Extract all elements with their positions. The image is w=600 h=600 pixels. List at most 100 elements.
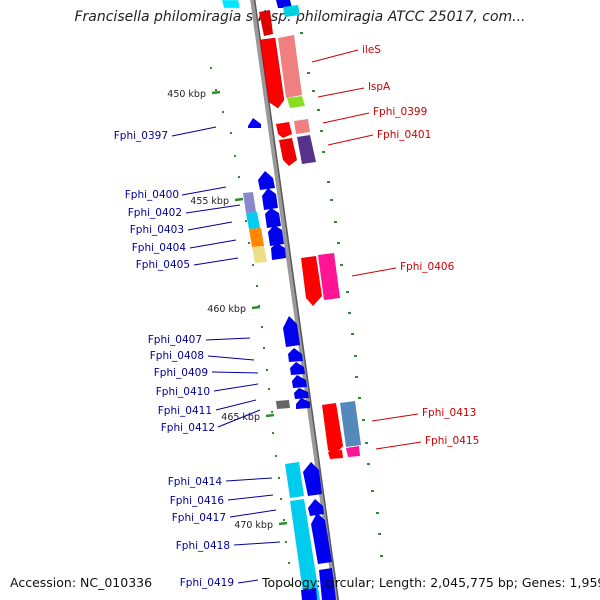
callout-line bbox=[187, 221, 233, 231]
callout-line bbox=[181, 186, 227, 196]
gene-label-Fphi_0407[interactable]: Fphi_0407 bbox=[148, 334, 202, 346]
callout-line bbox=[327, 134, 374, 146]
position-label: 450 kbp bbox=[167, 89, 206, 100]
gene-Fphi_0411[interactable] bbox=[294, 388, 309, 399]
tick-major bbox=[265, 413, 275, 418]
gene-label-Fphi_0405[interactable]: Fphi_0405 bbox=[136, 259, 190, 271]
callout-line bbox=[375, 441, 422, 450]
backbone-outer bbox=[250, 0, 339, 600]
callout-line bbox=[171, 126, 217, 137]
gene-label-Fphi_0403[interactable]: Fphi_0403 bbox=[130, 224, 184, 236]
callout-line bbox=[229, 509, 277, 518]
gene-Fphi_0412[interactable] bbox=[296, 398, 310, 409]
callout-line bbox=[322, 112, 370, 124]
gene-label-Fphi_0408[interactable]: Fphi_0408 bbox=[150, 350, 204, 362]
callout-line bbox=[193, 257, 239, 266]
gene-Fphi_0407[interactable] bbox=[283, 316, 300, 347]
topology-label: Topology: circular; Length: 2,045,775 bp… bbox=[262, 575, 600, 590]
gene-Fphi_0403-blue[interactable] bbox=[265, 208, 281, 228]
gene-Fphi_0415[interactable] bbox=[346, 446, 360, 457]
gene-ileS[interactable] bbox=[259, 37, 285, 109]
gene-label-lspA[interactable]: lspA bbox=[368, 81, 391, 93]
callout-line bbox=[311, 49, 359, 63]
gene-label-Fphi_0419[interactable]: Fphi_0419 bbox=[180, 577, 234, 589]
callout-line bbox=[207, 355, 255, 361]
gene-block-top-blue[interactable] bbox=[276, 0, 292, 8]
callout-line bbox=[371, 413, 419, 422]
gene-Fphi_0402[interactable] bbox=[243, 192, 256, 213]
gene-Fphi_0400[interactable] bbox=[258, 171, 275, 190]
gene-label-Fphi_0410[interactable]: Fphi_0410 bbox=[156, 386, 210, 398]
gene-red-0401b[interactable] bbox=[279, 138, 297, 166]
callout-line bbox=[317, 87, 365, 98]
callout-line bbox=[227, 494, 274, 501]
callout-line bbox=[225, 477, 273, 482]
gene-block-top-cyan[interactable] bbox=[221, 0, 241, 9]
callout-line bbox=[211, 371, 259, 374]
callout-line bbox=[213, 383, 259, 392]
gene-red-0399b[interactable] bbox=[276, 122, 292, 138]
gene-label-Fphi_0416[interactable]: Fphi_0416 bbox=[170, 495, 225, 507]
gene-label-Fphi_0409[interactable]: Fphi_0409 bbox=[154, 367, 208, 379]
gene-Fphi_0408[interactable] bbox=[288, 348, 303, 362]
gene-label-Fphi_0417[interactable]: Fphi_0417 bbox=[172, 512, 226, 524]
gene-lspA[interactable] bbox=[287, 96, 305, 108]
gene-label-ileS[interactable]: ileS bbox=[362, 44, 381, 56]
position-label: 455 kbp bbox=[190, 196, 229, 207]
gene-label-Fphi_0404[interactable]: Fphi_0404 bbox=[132, 242, 187, 254]
gene-label-Fphi_0415[interactable]: Fphi_0415 bbox=[425, 435, 479, 447]
gene-Fphi_0412-gray[interactable] bbox=[276, 400, 290, 409]
callout-line bbox=[189, 239, 237, 249]
gene-label-Fphi_0402[interactable]: Fphi_0402 bbox=[128, 207, 182, 219]
gene-label-Fphi_0399[interactable]: Fphi_0399 bbox=[373, 106, 427, 118]
gene-Fphi_0401[interactable] bbox=[297, 135, 316, 164]
gene-Fphi_0402-blue[interactable] bbox=[262, 188, 278, 210]
gene-Fphi_0410[interactable] bbox=[292, 375, 307, 388]
callout-line bbox=[217, 409, 261, 428]
gene-cyan-top-small[interactable] bbox=[283, 5, 300, 17]
gene-label-Fphi_0400[interactable]: Fphi_0400 bbox=[125, 189, 179, 201]
gene-Fphi_0406-red[interactable] bbox=[301, 256, 322, 306]
gene-Fphi_0397[interactable] bbox=[248, 118, 261, 128]
gene-features bbox=[221, 0, 361, 600]
gene-Fphi_0399[interactable] bbox=[294, 119, 310, 134]
gene-Fphi_0416[interactable] bbox=[290, 499, 320, 600]
position-label: 460 kbp bbox=[207, 304, 246, 315]
gene-Fphi_0413-red[interactable] bbox=[322, 403, 343, 456]
tick-major bbox=[234, 197, 244, 202]
gene-label-Fphi_0414[interactable]: Fphi_0414 bbox=[168, 476, 223, 488]
gene-label-Fphi_0401[interactable]: Fphi_0401 bbox=[377, 129, 431, 141]
gene-label-Fphi_0411[interactable]: Fphi_0411 bbox=[158, 405, 212, 417]
gene-Fphi_0414[interactable] bbox=[285, 462, 304, 498]
gene-0419-blue-b[interactable] bbox=[319, 568, 336, 600]
gene-label-Fphi_0413[interactable]: Fphi_0413 bbox=[422, 407, 476, 419]
callout-line bbox=[215, 399, 257, 411]
gene-Fphi_0405[interactable] bbox=[252, 246, 267, 263]
gene-Fphi_0419[interactable] bbox=[301, 588, 317, 600]
gene-Fphi_0409[interactable] bbox=[290, 362, 305, 375]
gene-Fphi_0414-blue[interactable] bbox=[303, 462, 322, 496]
tick-major bbox=[211, 90, 221, 95]
gene-Fphi_0403[interactable] bbox=[246, 212, 260, 229]
gene-Fphi_0405-blue[interactable] bbox=[271, 243, 286, 260]
gene-red-0415b[interactable] bbox=[328, 450, 343, 459]
gene-Fphi_0418[interactable] bbox=[311, 513, 332, 564]
gene-Fphi_0404[interactable] bbox=[249, 228, 264, 247]
tick-major bbox=[278, 521, 288, 526]
tick-major bbox=[251, 305, 261, 310]
gene-Fphi_0404-blue[interactable] bbox=[268, 225, 284, 246]
position-label: 470 kbp bbox=[234, 520, 273, 531]
gene-Fphi_0416-blue[interactable] bbox=[308, 499, 324, 516]
gene-Fphi_0413[interactable] bbox=[340, 401, 361, 447]
gene-ileS-pink[interactable] bbox=[278, 35, 302, 98]
gene-ileS-red[interactable] bbox=[259, 10, 273, 36]
callout-line bbox=[185, 204, 241, 214]
gene-label-Fphi_0418[interactable]: Fphi_0418 bbox=[176, 540, 230, 552]
gene-label-Fphi_0397[interactable]: Fphi_0397 bbox=[114, 130, 168, 142]
gene-label-Fphi_0412[interactable]: Fphi_0412 bbox=[161, 422, 215, 434]
callout-line bbox=[351, 267, 397, 277]
gene-Fphi_0406[interactable] bbox=[318, 253, 340, 300]
gene-label-Fphi_0406[interactable]: Fphi_0406 bbox=[400, 261, 455, 273]
